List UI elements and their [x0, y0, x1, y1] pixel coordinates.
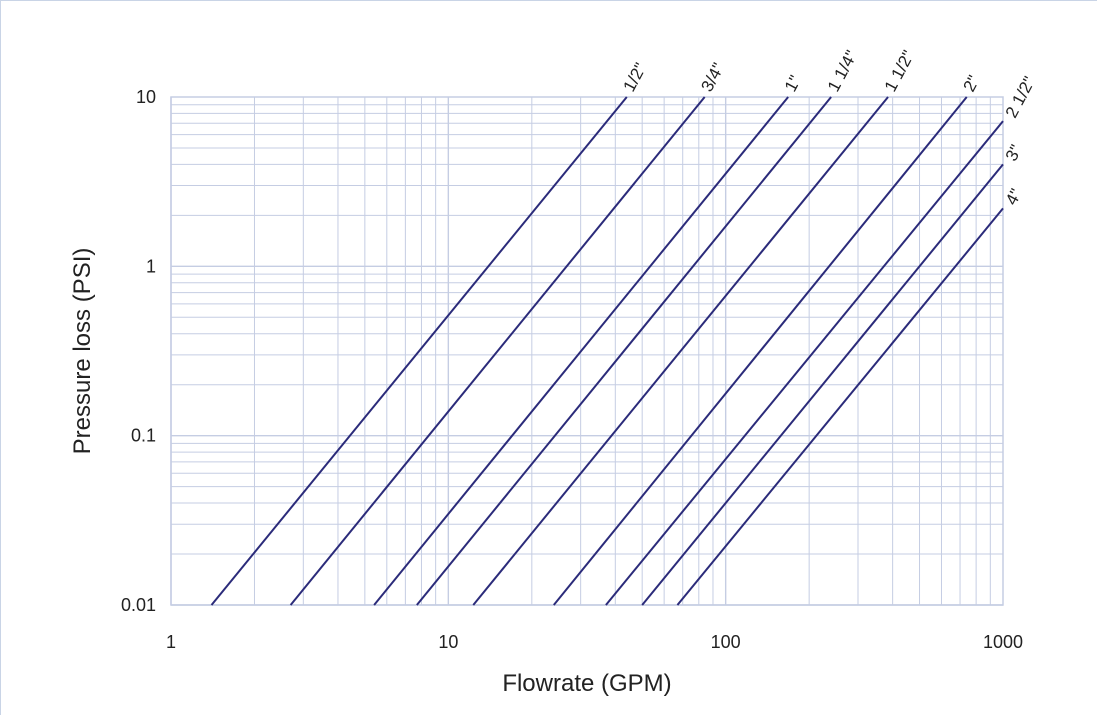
- major-grid: [170, 97, 1003, 606]
- series-line: [472, 96, 889, 606]
- series-line: [605, 120, 1004, 606]
- x-tick-label: 1: [166, 632, 176, 652]
- series-label: 1/2": [620, 60, 651, 95]
- series-label: 3": [1002, 142, 1026, 165]
- series-line: [416, 96, 832, 606]
- series-line: [641, 163, 1004, 606]
- series-line: [553, 96, 968, 606]
- series-label: 4": [1002, 186, 1026, 209]
- series-lines: [210, 96, 1004, 606]
- series-line: [676, 207, 1004, 606]
- minor-grid: [171, 97, 1003, 605]
- series-line: [289, 96, 706, 606]
- y-tick-label: 0.1: [131, 426, 156, 446]
- series-label: 1": [781, 72, 805, 95]
- y-tick-label: 1: [146, 256, 156, 276]
- series-label: 2": [959, 72, 983, 95]
- series-label: 2 1/2": [1002, 73, 1039, 121]
- series-label: 3/4": [697, 60, 728, 95]
- x-tick-label: 100: [711, 632, 741, 652]
- x-tick-labels: 1 10 100 1000: [166, 632, 1023, 652]
- plot-border: [170, 96, 1004, 606]
- x-tick-label: 10: [438, 632, 458, 652]
- y-axis-title: Pressure loss (PSI): [69, 248, 96, 455]
- series-label: 1 1/2": [881, 47, 918, 95]
- series-line: [210, 96, 628, 606]
- y-tick-labels: 0.01 0.1 1 10: [121, 87, 156, 615]
- y-tick-label: 10: [136, 87, 156, 107]
- x-tick-label: 1000: [983, 632, 1023, 652]
- x-axis-title: Flowrate (GPM): [502, 670, 671, 697]
- y-tick-label: 0.01: [121, 595, 156, 615]
- series-label: 1 1/4": [824, 47, 861, 95]
- series-line: [373, 96, 789, 606]
